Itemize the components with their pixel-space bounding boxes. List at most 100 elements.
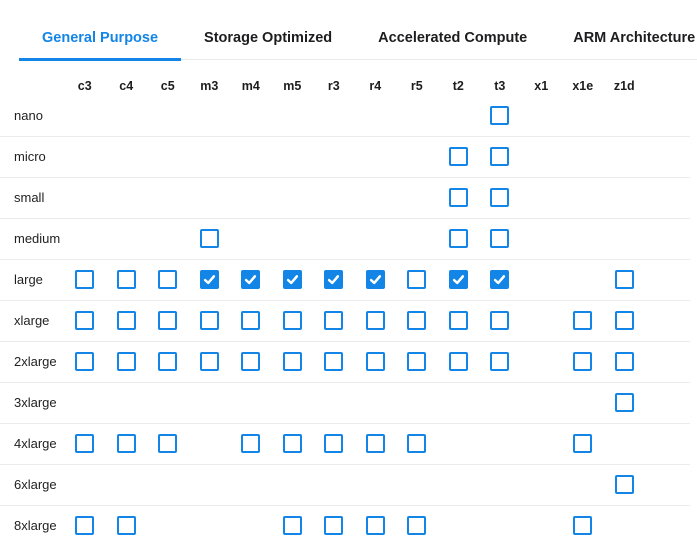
empty-cell-8xlarge-m4 [230, 505, 272, 546]
cell-4xlarge-m4 [230, 423, 272, 464]
checkbox-2xlarge-r3[interactable] [324, 352, 344, 371]
checkbox-8xlarge-r5[interactable] [407, 516, 427, 535]
checkbox-large-c5[interactable] [158, 270, 178, 289]
empty-cell-nano-z1d [604, 95, 646, 136]
column-header-c5: c5 [160, 79, 175, 93]
tab-accelerated-compute[interactable]: Accelerated Compute [378, 30, 528, 46]
checkbox-medium-m3[interactable] [199, 229, 219, 248]
empty-cell-nano-t2 [438, 95, 480, 136]
checkbox-large-m3[interactable] [199, 270, 219, 289]
matrix-body: nano micro small medium large xlarge 2xlarge 3x… [0, 95, 690, 546]
checkbox-8xlarge-c4[interactable] [116, 516, 136, 535]
cell-2xlarge-r5 [396, 341, 438, 382]
cell-xlarge-r4 [355, 300, 397, 341]
checkbox-xlarge-t2[interactable] [448, 311, 468, 330]
checkbox-xlarge-r4[interactable] [365, 311, 385, 330]
checkbox-4xlarge-c3[interactable] [75, 434, 95, 453]
cell-2xlarge-m5 [272, 341, 314, 382]
empty-cell-6xlarge-r3 [313, 464, 355, 505]
empty-cell-nano-c3 [64, 95, 106, 136]
checkbox-4xlarge-r5[interactable] [407, 434, 427, 453]
cell-2xlarge-r4 [355, 341, 397, 382]
checkbox-4xlarge-c5[interactable] [158, 434, 178, 453]
cell-medium-t3 [479, 218, 521, 259]
checkbox-8xlarge-x1e[interactable] [573, 516, 593, 535]
row-label-medium: medium [14, 231, 61, 246]
checkbox-large-r3[interactable] [324, 270, 344, 289]
checkbox-2xlarge-x1e[interactable] [573, 352, 593, 371]
checkbox-xlarge-z1d[interactable] [614, 311, 634, 330]
checkbox-medium-t3[interactable] [490, 229, 510, 248]
checkbox-xlarge-m5[interactable] [282, 311, 302, 330]
checkbox-xlarge-m4[interactable] [241, 311, 261, 330]
header-filler [645, 60, 690, 95]
checkbox-2xlarge-r5[interactable] [407, 352, 427, 371]
checkbox-large-t3[interactable] [490, 270, 510, 289]
checkbox-2xlarge-t2[interactable] [448, 352, 468, 371]
tab-arm-architecture[interactable]: ARM Architecture [573, 30, 696, 46]
empty-cell-micro-c4 [106, 136, 148, 177]
checkbox-xlarge-r3[interactable] [324, 311, 344, 330]
checkbox-micro-t2[interactable] [448, 147, 468, 166]
checkbox-2xlarge-m3[interactable] [199, 352, 219, 371]
checkbox-large-z1d[interactable] [614, 270, 634, 289]
checkbox-xlarge-c5[interactable] [158, 311, 178, 330]
row-filler [645, 341, 690, 382]
checkbox-4xlarge-c4[interactable] [116, 434, 136, 453]
tab-storage-optimized[interactable]: Storage Optimized [204, 30, 333, 46]
checkbox-3xlarge-z1d[interactable] [614, 393, 634, 412]
cell-4xlarge-r5 [396, 423, 438, 464]
checkbox-2xlarge-m4[interactable] [241, 352, 261, 371]
checkbox-4xlarge-r4[interactable] [365, 434, 385, 453]
checkbox-xlarge-x1e[interactable] [573, 311, 593, 330]
checkbox-medium-t2[interactable] [448, 229, 468, 248]
checkbox-8xlarge-r3[interactable] [324, 516, 344, 535]
checkbox-2xlarge-m5[interactable] [282, 352, 302, 371]
checkbox-2xlarge-c3[interactable] [75, 352, 95, 371]
empty-cell-nano-r4 [355, 95, 397, 136]
checkbox-4xlarge-m5[interactable] [282, 434, 302, 453]
checkbox-large-m4[interactable] [241, 270, 261, 289]
cell-xlarge-c4 [106, 300, 148, 341]
checkbox-nano-t3[interactable] [490, 105, 510, 125]
checkbox-6xlarge-z1d[interactable] [614, 475, 634, 494]
empty-cell-small-c5 [147, 177, 189, 218]
checkbox-large-r4[interactable] [365, 270, 385, 289]
checkbox-small-t3[interactable] [490, 188, 510, 207]
checkbox-2xlarge-t3[interactable] [490, 352, 510, 371]
checkbox-4xlarge-m4[interactable] [241, 434, 261, 453]
checkbox-large-c3[interactable] [75, 270, 95, 289]
checkbox-8xlarge-c3[interactable] [75, 516, 95, 535]
checkbox-4xlarge-x1e[interactable] [573, 434, 593, 453]
checkbox-2xlarge-z1d[interactable] [614, 352, 634, 371]
check-icon [369, 275, 381, 285]
checkbox-micro-t3[interactable] [490, 147, 510, 166]
row-filler [645, 382, 690, 423]
checkbox-large-c4[interactable] [116, 270, 136, 289]
checkbox-xlarge-c3[interactable] [75, 311, 95, 330]
checkbox-xlarge-c4[interactable] [116, 311, 136, 330]
checkbox-8xlarge-m5[interactable] [282, 516, 302, 535]
cell-xlarge-m5 [272, 300, 314, 341]
checkbox-small-t2[interactable] [448, 188, 468, 207]
checkbox-8xlarge-r4[interactable] [365, 516, 385, 535]
checkbox-4xlarge-r3[interactable] [324, 434, 344, 453]
checkbox-2xlarge-c4[interactable] [116, 352, 136, 371]
cell-8xlarge-c4 [106, 505, 148, 546]
table-row-3xlarge: 3xlarge [0, 382, 690, 423]
empty-cell-medium-c5 [147, 218, 189, 259]
row-label-6xlarge: 6xlarge [14, 477, 57, 492]
empty-cell-4xlarge-x1 [521, 423, 563, 464]
checkbox-large-r5[interactable] [407, 270, 427, 289]
empty-cell-small-z1d [604, 177, 646, 218]
checkbox-large-m5[interactable] [282, 270, 302, 289]
checkbox-xlarge-t3[interactable] [490, 311, 510, 330]
checkbox-large-t2[interactable] [448, 270, 468, 289]
checkbox-xlarge-r5[interactable] [407, 311, 427, 330]
tab-general-purpose[interactable]: General Purpose [19, 22, 182, 61]
checkbox-2xlarge-c5[interactable] [158, 352, 178, 371]
checkbox-2xlarge-r4[interactable] [365, 352, 385, 371]
row-label-8xlarge: 8xlarge [14, 518, 57, 533]
checkbox-xlarge-m3[interactable] [199, 311, 219, 330]
empty-cell-medium-r5 [396, 218, 438, 259]
